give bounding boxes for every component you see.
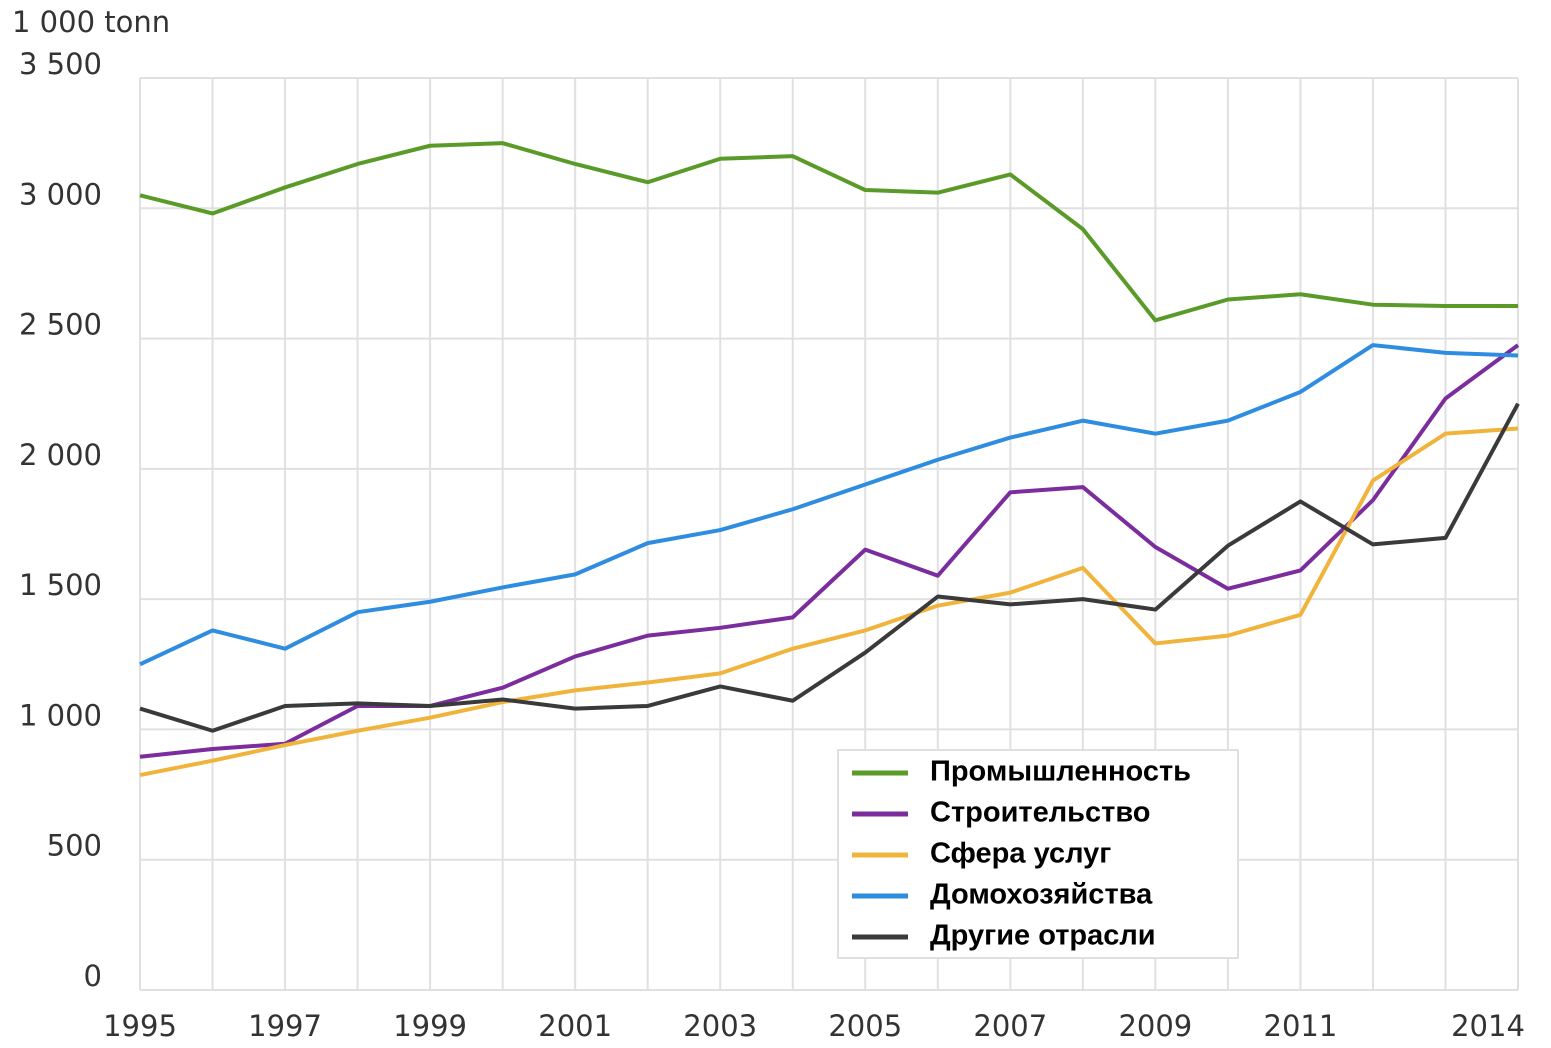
y-tick-label: 2 000 xyxy=(19,438,102,472)
x-tick-label: 1995 xyxy=(103,1009,177,1043)
legend-label: Сфера услуг xyxy=(930,838,1111,870)
y-tick-label: 1 000 xyxy=(19,698,102,732)
y-tick-label: 2 500 xyxy=(19,308,102,342)
x-tick-label: 2005 xyxy=(828,1009,902,1043)
y-tick-label: 0 xyxy=(84,959,102,993)
y-tick-label: 500 xyxy=(47,829,102,863)
x-tick-label: 2009 xyxy=(1118,1009,1192,1043)
legend-label: Промышленность xyxy=(930,756,1191,788)
y-tick-label: 3 500 xyxy=(19,47,102,81)
x-tick-label: 2003 xyxy=(683,1009,757,1043)
series-line xyxy=(139,343,1520,759)
x-tick-label: 2011 xyxy=(1264,1009,1338,1043)
x-tick-label: 1997 xyxy=(248,1009,322,1043)
x-tick-label: 2007 xyxy=(973,1009,1047,1043)
legend-label: Другие отрасли xyxy=(930,920,1156,952)
x-tick-label: 1999 xyxy=(393,1009,467,1043)
x-tick-label: 2014 xyxy=(1451,1009,1525,1043)
series-line xyxy=(139,343,1519,667)
series-line xyxy=(139,402,1520,733)
series-line xyxy=(139,426,1519,777)
series-line xyxy=(139,141,1518,323)
y-tick-label: 1 500 xyxy=(19,568,102,602)
y-axis-label: 1 000 tonn xyxy=(12,5,170,39)
x-tick-label: 2001 xyxy=(538,1009,612,1043)
legend-label: Строительство xyxy=(930,797,1150,829)
legend-label: Домохозяйства xyxy=(930,879,1153,911)
y-tick-label: 3 000 xyxy=(19,177,102,211)
